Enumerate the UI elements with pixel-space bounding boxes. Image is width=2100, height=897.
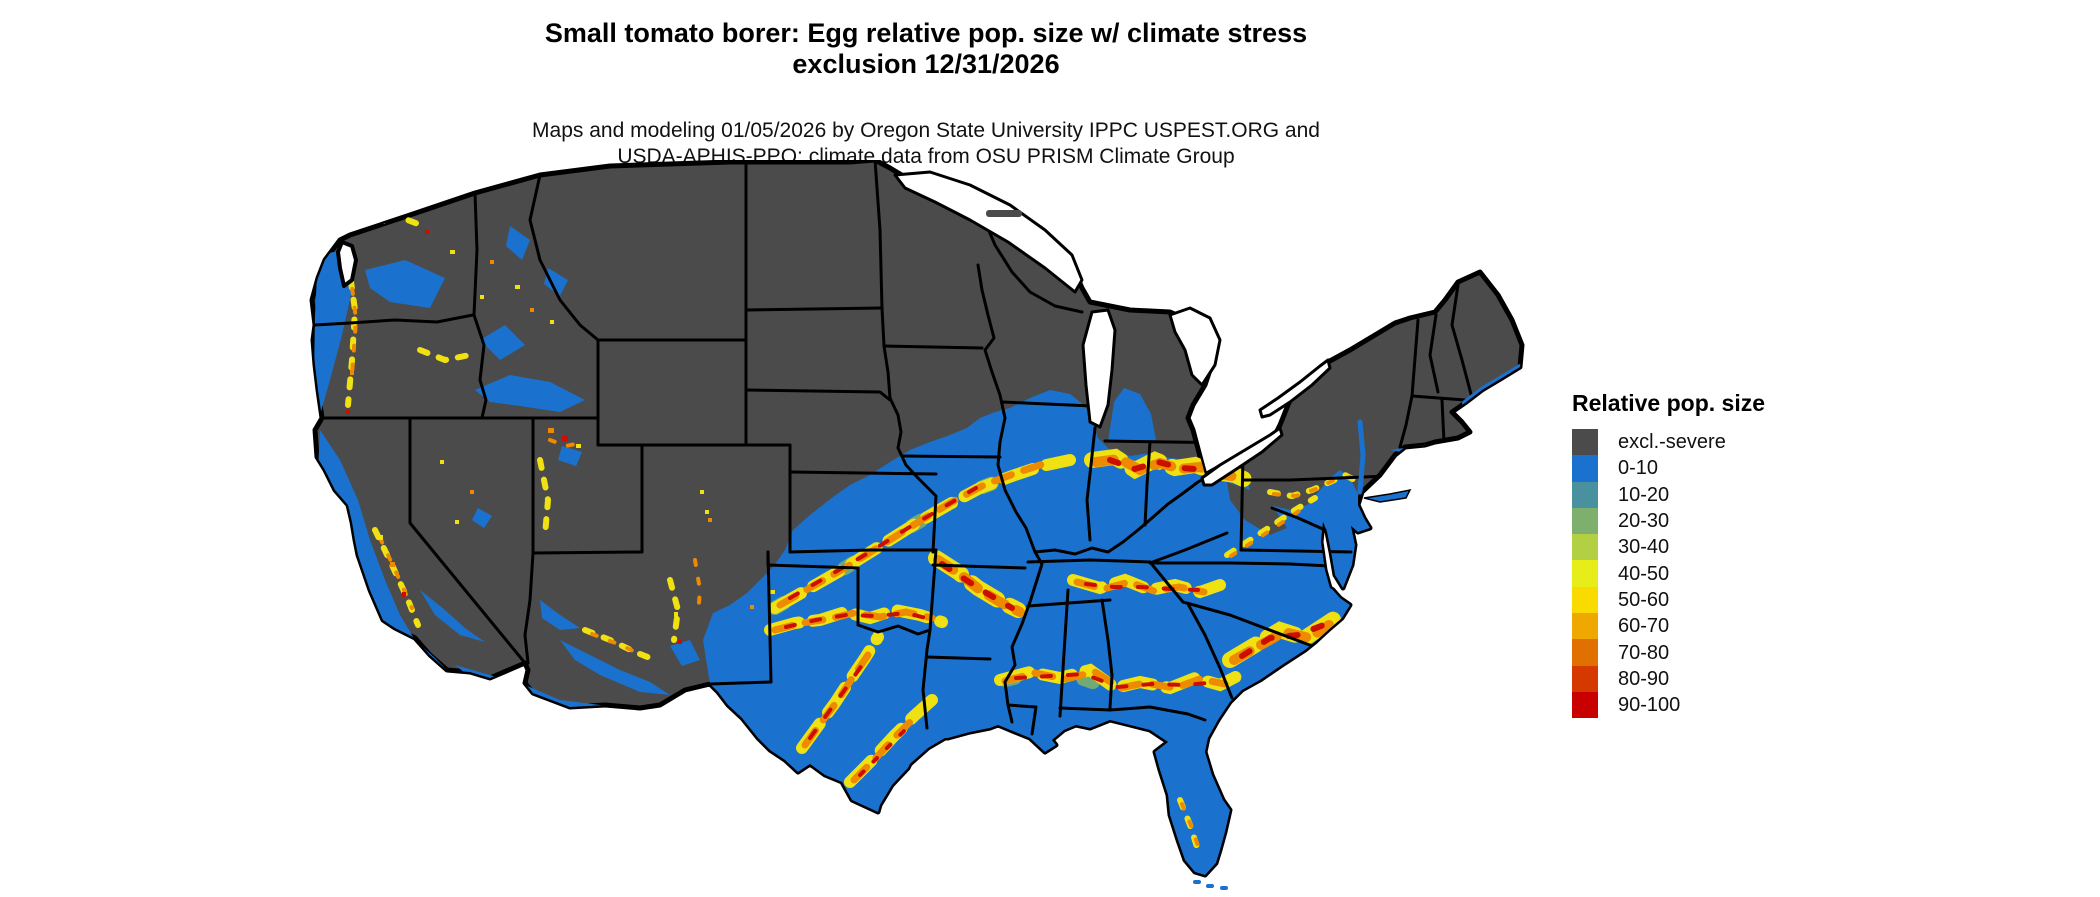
us-risk-map: [230, 157, 1550, 892]
legend-label: 80-90: [1618, 667, 1670, 690]
legend-label: excl.-severe: [1618, 431, 1726, 454]
lake-erie: [1200, 426, 1284, 487]
puget-sound: [336, 240, 358, 288]
lake-ontario: [1258, 358, 1332, 419]
page-title: Small tomato borer: Egg relative pop. si…: [226, 18, 1626, 80]
legend-swatch: [1572, 639, 1598, 666]
long-island: [1363, 488, 1412, 503]
legend-swatch: [1572, 507, 1598, 535]
legend-label: 70-80: [1618, 641, 1670, 664]
low-pop-region: [703, 390, 1370, 875]
legend-label: 90-100: [1618, 694, 1681, 717]
legend-swatch: [1572, 560, 1598, 587]
subtitle-line-1: Maps and modeling 01/05/2026 by Oregon S…: [532, 119, 1320, 142]
legend: Relative pop. size excl.-severe 0-10 10-20…: [1572, 390, 1892, 719]
legend-label: 30-40: [1618, 536, 1670, 559]
title-line-2: exclusion 12/31/2026: [792, 49, 1060, 79]
lake-huron: [1168, 306, 1222, 387]
legend-row: excl.-severe: [1572, 429, 1892, 456]
legend-row: 50-60: [1572, 586, 1892, 614]
legend-row: 80-90: [1572, 665, 1892, 692]
legend-swatch: [1572, 691, 1598, 719]
legend-label: 40-50: [1618, 562, 1670, 585]
legend-row: 20-30: [1572, 507, 1892, 535]
legend-swatch: [1572, 534, 1598, 561]
legend-swatch: [1572, 586, 1598, 614]
legend-row: 0-10: [1572, 455, 1892, 482]
florida-keys: [1193, 880, 1228, 890]
legend-swatch: [1572, 429, 1598, 456]
lake-michigan: [1081, 308, 1117, 429]
low-pop-michigan: [1108, 388, 1156, 442]
legend-row: 30-40: [1572, 534, 1892, 561]
legend-swatch: [1572, 665, 1598, 692]
us-map-svg: [309, 157, 1525, 890]
legend-row: 70-80: [1572, 639, 1892, 666]
page-subtitle: Maps and modeling 01/05/2026 by Oregon S…: [226, 118, 1626, 170]
legend-title: Relative pop. size: [1572, 390, 1766, 416]
isle-royale: [986, 210, 1022, 217]
legend-label: 60-70: [1618, 615, 1670, 638]
legend-rows: excl.-severe 0-10 10-20 20-30 30-40 40-50 50-6…: [1572, 429, 1892, 719]
legend-row: 90-100: [1572, 691, 1892, 719]
legend-row: 60-70: [1572, 613, 1892, 640]
title-line-1: Small tomato borer: Egg relative pop. si…: [544, 18, 1308, 48]
legend-swatch: [1572, 613, 1598, 640]
legend-label: 20-30: [1618, 510, 1670, 533]
legend-swatch: [1572, 455, 1598, 482]
legend-label: 10-20: [1618, 483, 1670, 506]
lake-superior: [893, 170, 1084, 294]
legend-label: 0-10: [1618, 457, 1659, 480]
legend-label: 50-60: [1618, 588, 1670, 611]
legend-swatch: [1572, 481, 1598, 508]
great-lakes: [336, 170, 1332, 487]
legend-row: 10-20: [1572, 481, 1892, 508]
legend-row: 40-50: [1572, 560, 1892, 587]
